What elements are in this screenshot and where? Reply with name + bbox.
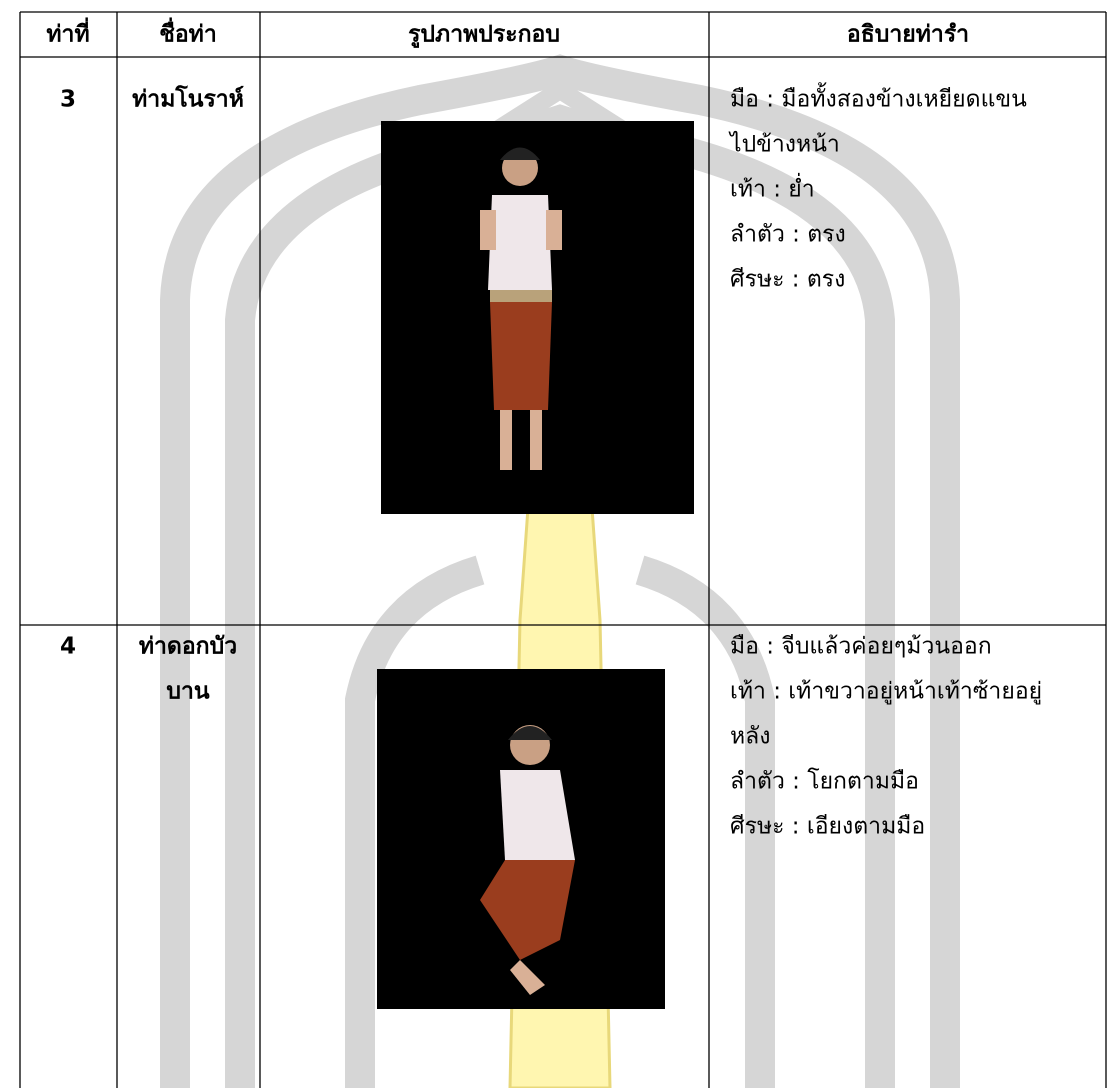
header-cell: อธิบายท่ารำ (847, 22, 969, 48)
figure-hair (508, 726, 552, 740)
figure-shirt (488, 195, 552, 290)
pose-description: หลัง (730, 724, 771, 750)
figure-belt (490, 290, 552, 302)
figure-pants (490, 302, 552, 410)
watermark (160, 54, 960, 1088)
table-grid (19, 11, 1107, 1088)
pose-description: ลำตัว : ตรง (730, 222, 846, 248)
figure-hair (500, 147, 540, 160)
pose-number: 3 (60, 87, 76, 113)
header-cell: รูปภาพประกอบ (408, 22, 560, 49)
pose-description: ศีรษะ : เอียงตามมือ (730, 814, 925, 840)
pose-name: บาน (166, 679, 210, 705)
figure-shirt (500, 770, 575, 860)
figure-foot (510, 960, 545, 995)
figure-leg (500, 410, 512, 470)
pose-name: ท่าดอกบัว (139, 634, 237, 660)
photo (377, 669, 665, 1009)
pose-description: เท้า : เท้าขวาอยู่หน้าเท้าซ้ายอยู่ (730, 679, 1042, 705)
figure-hand (546, 210, 562, 250)
pose-description: ลำตัว : โยกตามมือ (730, 768, 919, 795)
pose-name: ท่ามโนราห์ (132, 85, 244, 113)
figure-leg (530, 410, 542, 470)
photo (381, 121, 694, 514)
watermark-arch (225, 104, 895, 1088)
figure-hand (480, 210, 496, 250)
pose-description: มือ : จีบแล้วค่อยๆม้วนออก (730, 634, 992, 660)
pose-description: มือ : มือทั้งสองข้างเหยียดแขน (730, 83, 1027, 113)
pose-description: ไปข้างหน้า (728, 131, 840, 158)
header-cell: ท่าที่ (46, 17, 89, 48)
header-cell: ชื่อท่า (159, 17, 217, 48)
pose-description: เท้า : ย่ำ (730, 173, 815, 203)
watermark-arch (160, 54, 960, 1088)
pose-description: ศีรษะ : ตรง (730, 267, 845, 293)
figure-pants (480, 860, 575, 960)
pose-number: 4 (60, 634, 76, 660)
watermark-arch (345, 555, 775, 1088)
